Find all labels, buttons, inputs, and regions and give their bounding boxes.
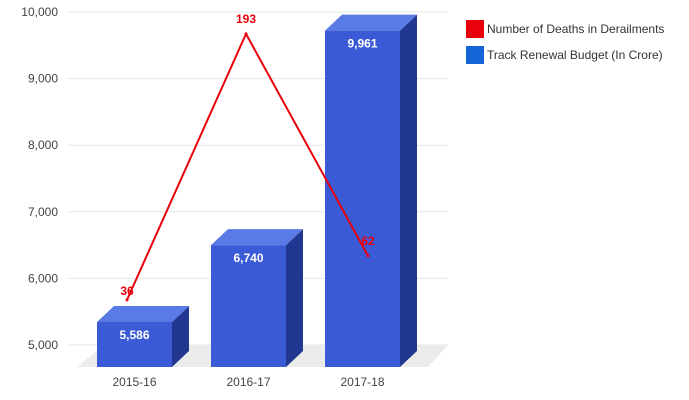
line-value-label: 193 [236,12,256,26]
bar-top [97,305,189,322]
legend: Number of Deaths in Derailments Track Re… [466,18,664,70]
bar-side [172,305,189,367]
legend-label-deaths: Number of Deaths in Derailments [487,22,665,36]
bar-front [97,321,172,367]
y-tick-label: 8,000 [28,138,58,152]
bar-value-label: 5,586 [119,328,149,342]
line-point [125,298,129,302]
bar-front [211,245,286,367]
legend-label-budget: Track Renewal Budget (In Crore) [487,48,663,62]
y-tick-label: 5,000 [28,338,58,352]
line-value-label: 62 [361,234,375,248]
x-tick-label: 2015-16 [112,375,156,389]
bar-top [211,229,303,246]
line-point [366,254,370,258]
line-point [244,32,248,36]
legend-item-budget[interactable]: Track Renewal Budget (In Crore) [466,44,664,66]
legend-item-deaths[interactable]: Number of Deaths in Derailments [466,18,664,40]
bar-side [286,229,303,367]
y-tick-label: 9,000 [28,72,58,86]
y-tick-label: 6,000 [28,271,58,285]
bar-side [400,14,417,367]
bar-value-label: 6,740 [233,251,263,265]
y-tick-label: 7,000 [28,205,58,219]
line-value-label: 36 [120,284,134,298]
x-tick-label: 2016-17 [226,375,270,389]
y-tick-label: 10,000 [21,5,58,19]
bar-value-label: 9,961 [347,37,377,51]
bar-top [325,14,417,31]
x-tick-label: 2017-18 [340,375,384,389]
legend-swatch-budget [466,46,484,64]
legend-swatch-deaths [466,20,484,38]
